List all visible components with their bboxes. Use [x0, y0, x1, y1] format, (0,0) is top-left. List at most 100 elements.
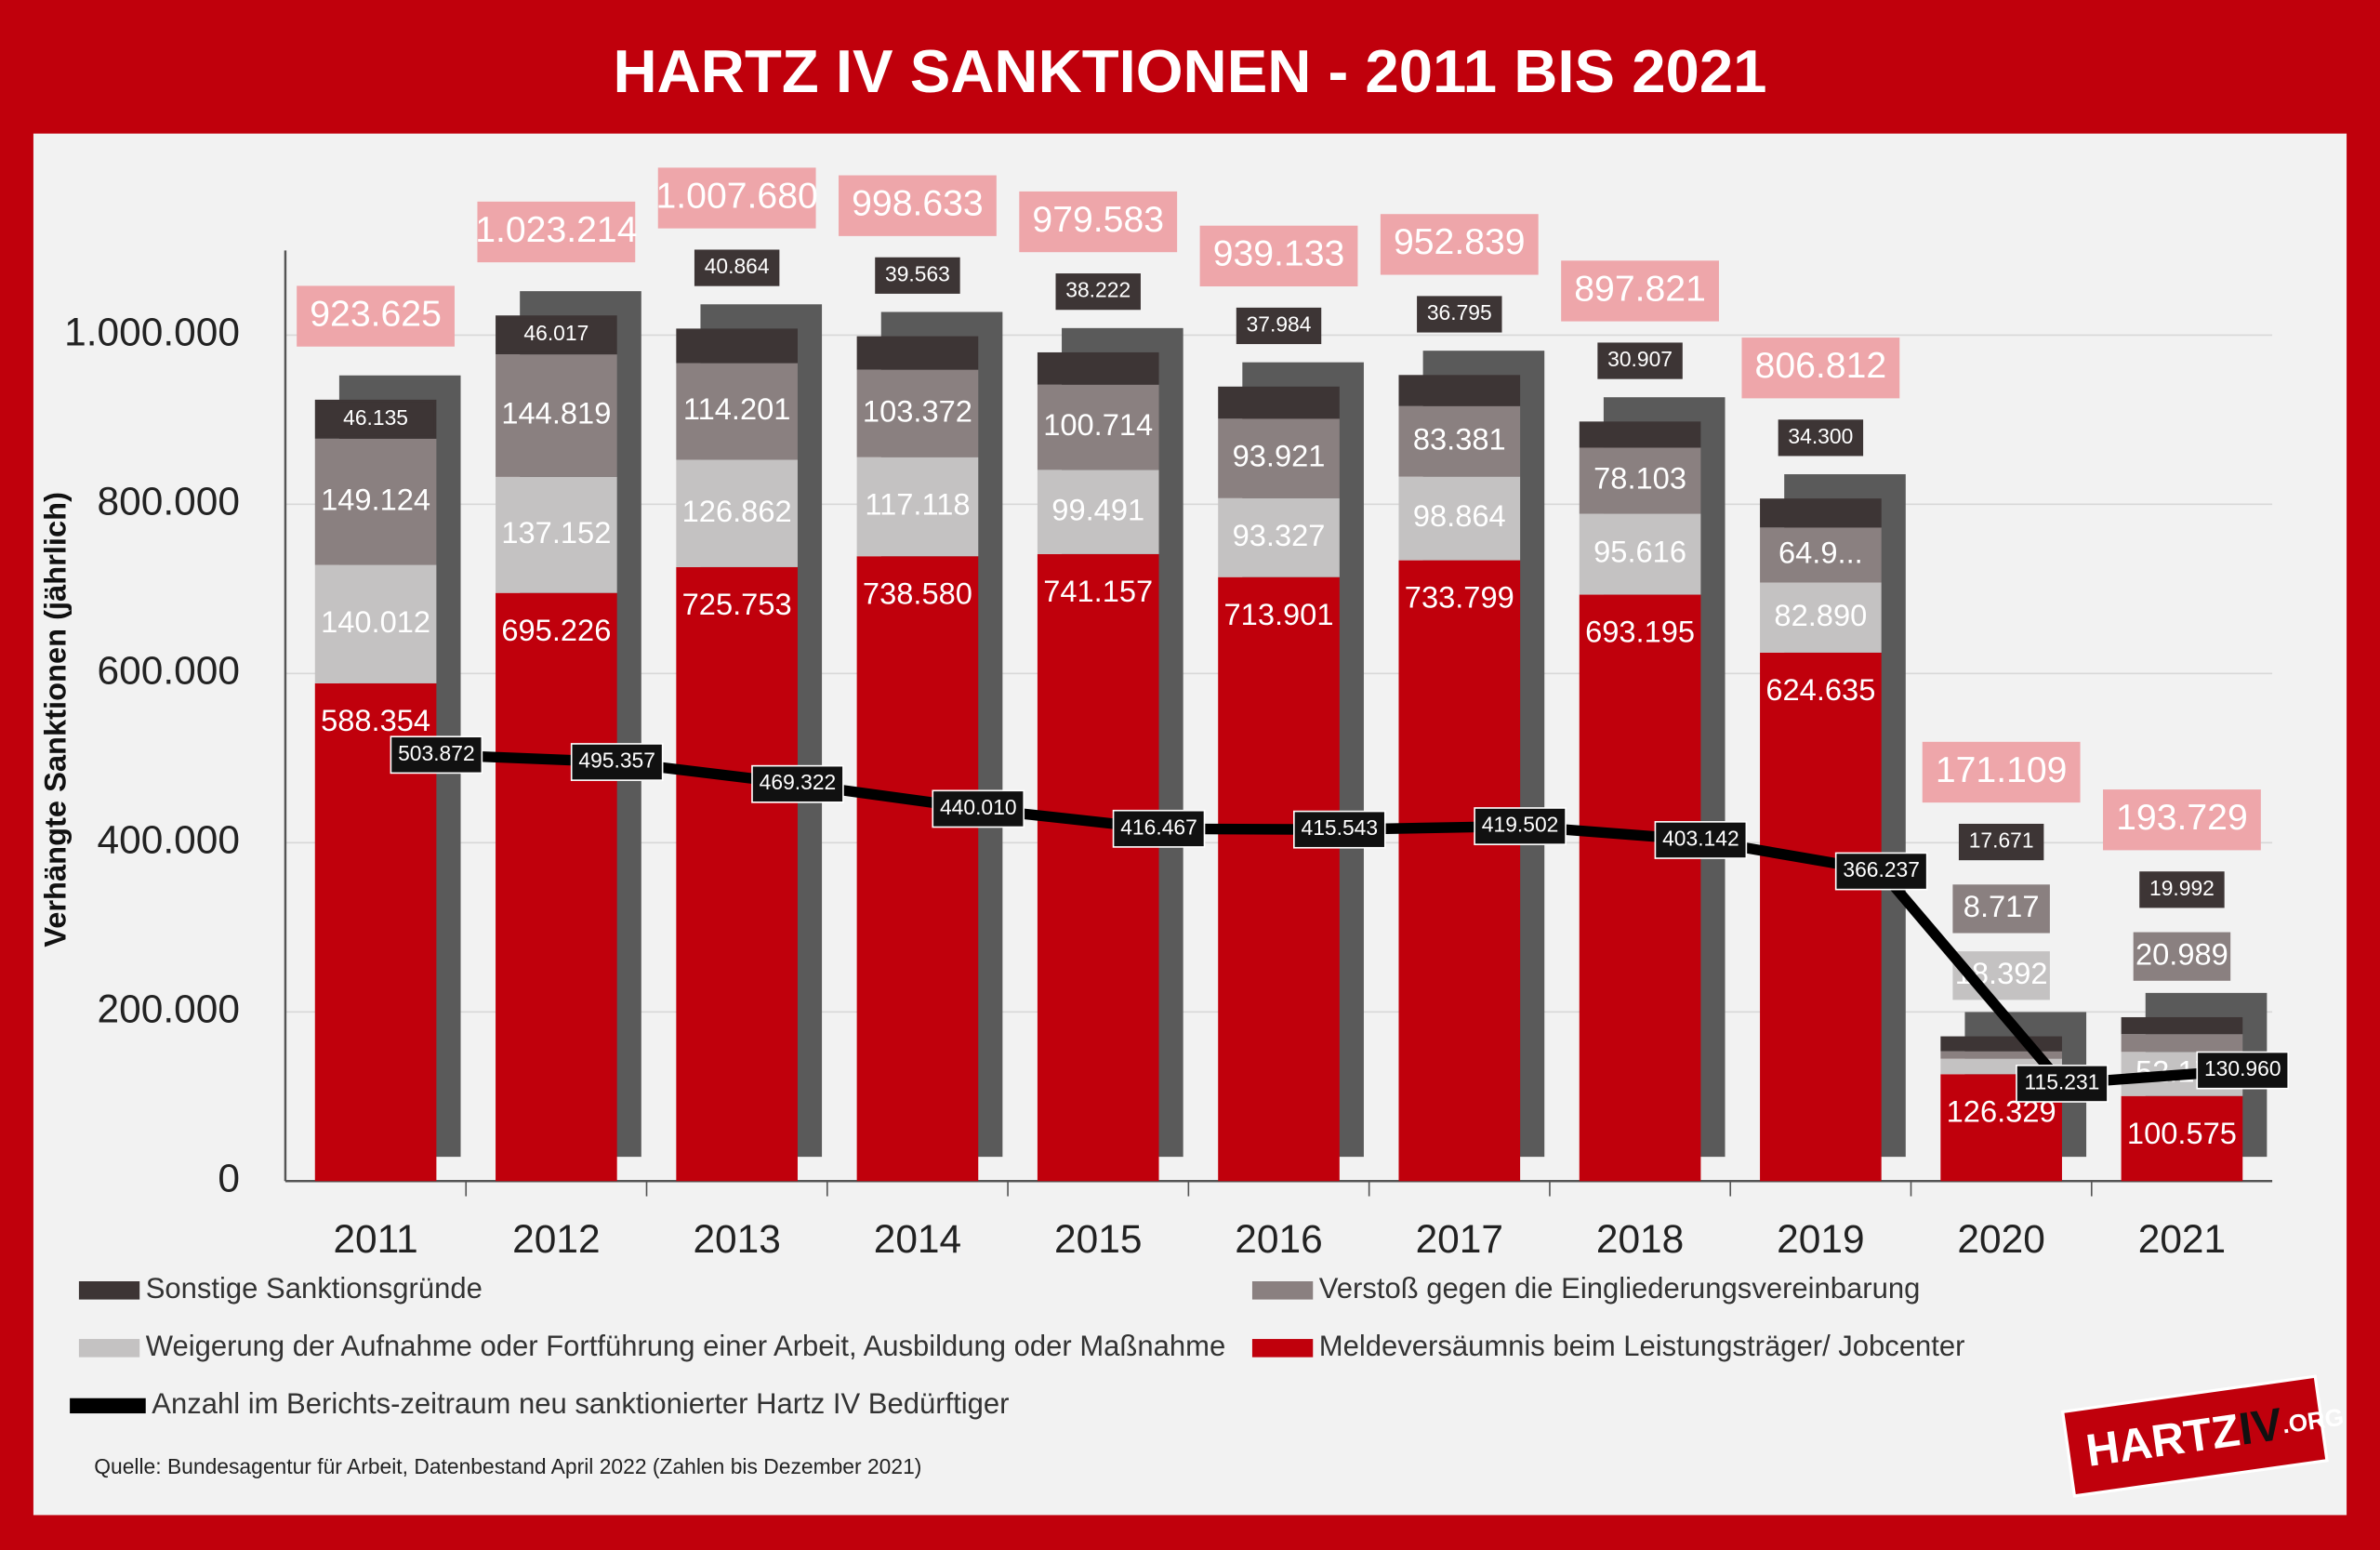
line-label: 130.960	[2204, 1056, 2281, 1080]
bar-segment	[676, 328, 798, 364]
total-label: 1.023.214	[475, 210, 637, 250]
bar-label: 738.580	[863, 576, 972, 610]
bar-label: 100.575	[2127, 1116, 2237, 1150]
bar-label: 624.635	[1765, 672, 1875, 707]
label-box	[1236, 307, 1322, 345]
label-box	[1417, 296, 1502, 333]
x-tick-label: 2016	[1235, 1217, 1322, 1261]
bar-segment	[1760, 498, 1882, 528]
legend-label: Weigerung der Aufnahme oder Fortführung …	[146, 1330, 1225, 1362]
line-label-box	[1654, 821, 1748, 859]
bar-label: 117.118	[865, 487, 970, 522]
bar-segment	[496, 592, 617, 1182]
line-label: 503.872	[398, 741, 475, 765]
bar-label: 39.563	[885, 261, 950, 285]
bar-segment	[1760, 527, 1882, 583]
total-label: 1.007.680	[656, 176, 818, 216]
bar-label: 40.864	[705, 254, 770, 278]
bar-segment	[1037, 553, 1159, 1182]
x-tick-label: 2011	[333, 1217, 417, 1261]
line-label: 416.467	[1120, 815, 1197, 839]
line-label-box	[2016, 1064, 2109, 1103]
bar-label: 98.864	[1413, 498, 1506, 533]
total-box	[297, 285, 455, 347]
y-tick-label: 0	[218, 1156, 240, 1199]
bar-label: 103.372	[863, 393, 972, 428]
legend-swatch	[78, 1339, 140, 1358]
bar-label: 126.862	[682, 494, 792, 528]
bar-label: 93.327	[1233, 518, 1326, 552]
total-box	[1561, 260, 1719, 322]
total-box	[657, 167, 816, 229]
total-box	[2103, 789, 2261, 851]
bar-segment	[314, 438, 437, 565]
label-box	[1958, 823, 2044, 861]
bar-label: 137.152	[501, 515, 611, 550]
line-label-box	[1112, 809, 1206, 848]
bar-segment	[314, 564, 437, 683]
bar-label: 83.381	[1413, 421, 1506, 456]
x-tick-label: 2020	[1957, 1217, 2044, 1261]
bar-label: 78.103	[1593, 461, 1686, 496]
bar-segment	[1398, 560, 1521, 1182]
x-tick-label: 2015	[1054, 1217, 1142, 1261]
x-tick-label: 2013	[693, 1217, 780, 1261]
total-label: 806.812	[1755, 346, 1887, 386]
bar-segment	[1579, 421, 1701, 448]
bar-segment	[1218, 497, 1340, 577]
total-label: 979.583	[1032, 200, 1164, 240]
total-label: 171.109	[1936, 750, 2068, 790]
bar-segment	[676, 459, 798, 567]
bar-segment	[1037, 470, 1159, 554]
legend-label: Verstoß gegen die Eingliederungsvereinba…	[1319, 1272, 1921, 1305]
bar-label: 741.157	[1043, 574, 1153, 608]
legend-label: Anzahl im Berichts-zeitraum neu sanktion…	[152, 1387, 1009, 1420]
source: Quelle: Bundesagentur für Arbeit, Datenb…	[94, 1454, 921, 1478]
bar-segment	[1218, 576, 1340, 1182]
line-label: 366.237	[1843, 857, 1920, 881]
line-label: 419.502	[1482, 813, 1559, 837]
bar-label: 695.226	[501, 613, 611, 647]
bar-segment	[2121, 1095, 2243, 1182]
line-label: 495.357	[578, 749, 655, 773]
bar-segment	[1940, 1036, 2062, 1052]
bar-label: 37.984	[1247, 311, 1312, 336]
bar-segment	[1579, 594, 1701, 1182]
bar-label: 82.890	[1774, 598, 1867, 632]
line-label-box	[390, 735, 483, 775]
line-label-box	[570, 743, 664, 781]
y-tick-label: 800.000	[98, 480, 240, 523]
bar-segment	[1760, 582, 1882, 653]
chart-title: HARTZ IV SANKTIONEN - 2011 BIS 2021	[614, 37, 1767, 105]
bar-label: 713.901	[1224, 597, 1334, 631]
total-box	[1380, 214, 1539, 275]
bar-segment	[2121, 1034, 2243, 1053]
label-box	[1952, 884, 2050, 934]
y-axis-label: Verhängte Sanktionen (jährlich)	[38, 492, 73, 947]
legend-swatch	[1251, 1339, 1314, 1358]
total-box	[1019, 191, 1178, 253]
bar-segment	[1398, 375, 1521, 406]
bar-label: 144.819	[501, 396, 611, 431]
legend-swatch	[1251, 1281, 1314, 1300]
bar-segment	[1398, 476, 1521, 561]
line-label-box	[2196, 1051, 2290, 1090]
legend-swatch	[70, 1398, 146, 1414]
total-box	[1199, 225, 1358, 287]
label-box	[1597, 342, 1683, 379]
bar-label: 36.795	[1427, 300, 1492, 325]
label-box	[875, 257, 960, 294]
total-label: 193.729	[2116, 798, 2248, 838]
bar-segment	[1940, 1051, 2062, 1059]
bar-label: 733.799	[1405, 580, 1514, 615]
total-label: 939.133	[1213, 234, 1345, 274]
bar-label: 20.989	[2135, 936, 2228, 971]
legend-label: Meldeversäumnis beim Leistungsträger/ Jo…	[1319, 1330, 1965, 1362]
x-tick-label: 2021	[2138, 1217, 2226, 1261]
bar-segment	[1037, 384, 1159, 470]
total-box	[477, 201, 636, 263]
label-box	[2133, 932, 2231, 981]
bar-label: 34.300	[1788, 424, 1853, 448]
